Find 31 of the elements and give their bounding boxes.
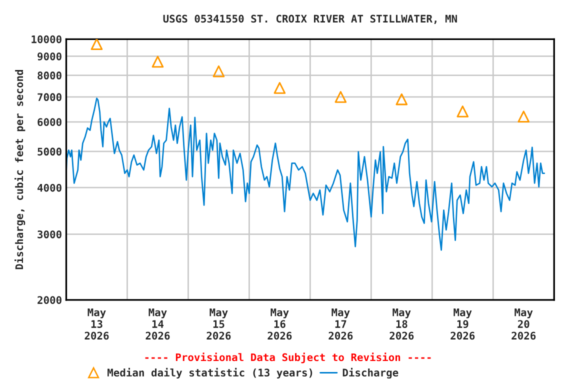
chart-title: USGS 05341550 ST. CROIX RIVER AT STILLWATER, MN xyxy=(163,14,457,24)
y-tick-label: 8000 xyxy=(38,72,62,80)
x-tick-label: May 20 2026 xyxy=(512,308,536,340)
line-series xyxy=(66,98,546,251)
point xyxy=(90,39,103,50)
y-tick-label: 9000 xyxy=(38,52,62,60)
x-tick-label: May 18 2026 xyxy=(390,308,414,340)
y-tick-label: 7000 xyxy=(38,93,62,102)
point xyxy=(334,91,347,103)
y-axis-title: Discharge, cubic feet per second xyxy=(14,70,26,270)
y-tick-label: 6000 xyxy=(38,118,62,126)
x-tick-label: May 13 2026 xyxy=(84,308,109,340)
y-tick-label: 4000 xyxy=(38,184,62,192)
x-tick-label: May 14 2026 xyxy=(146,308,170,340)
x-tick-label: May 16 2026 xyxy=(268,308,292,340)
legend-label: Median daily statistic (13 years) xyxy=(108,368,312,379)
legend-label: Discharge xyxy=(342,368,398,379)
y-tick-label: 3000 xyxy=(38,230,62,238)
y-tick-label: 5000 xyxy=(38,148,62,156)
y-tick-label: 10000 xyxy=(32,35,62,44)
x-tick-label: May 17 2026 xyxy=(328,308,353,340)
x-tick-label: May 19 2026 xyxy=(450,308,475,340)
point xyxy=(152,56,164,68)
point xyxy=(396,93,408,106)
point xyxy=(274,82,286,94)
point xyxy=(212,65,225,78)
y-tick-label: 2000 xyxy=(38,296,62,304)
text: ---- Provisional Data Subject to Revision ---- xyxy=(145,352,431,364)
x-tick-label: May 15 2026 xyxy=(206,308,231,340)
point xyxy=(456,106,469,118)
point xyxy=(518,110,530,123)
